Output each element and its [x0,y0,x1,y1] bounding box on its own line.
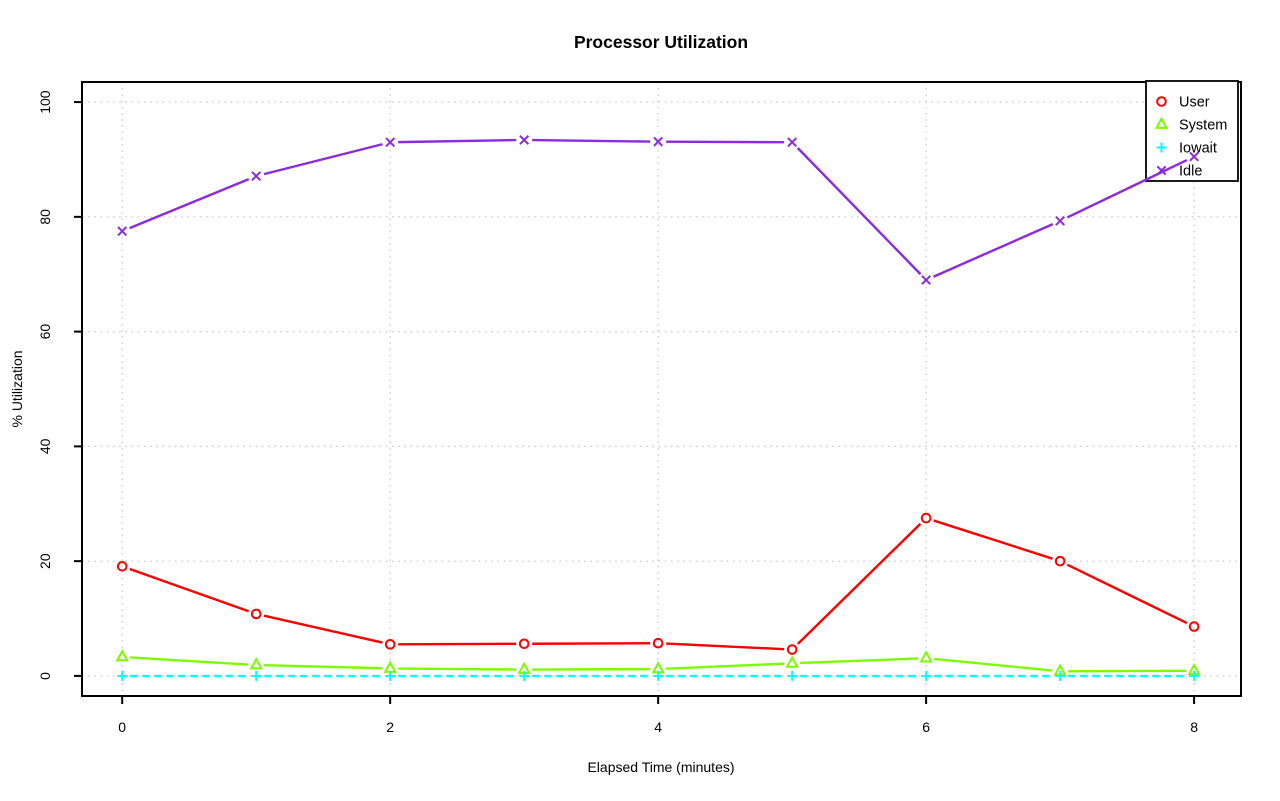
data-point-x [117,226,128,237]
series-segment [398,138,517,144]
data-point-circle [1188,621,1200,632]
legend-label: Idle [1179,164,1202,180]
data-point-circle [920,512,932,524]
series-iowait [117,670,1200,681]
y-tick-label: 0 [37,672,53,680]
series-idle [117,135,1200,285]
legend-label: User [1179,95,1210,111]
data-point-circle [1054,555,1066,567]
series-segment [129,567,250,613]
series-user [116,512,1200,655]
data-point-triangle [1154,116,1169,129]
series-segment [1066,563,1188,625]
grid [82,82,1241,696]
data-point-triangle [115,649,129,662]
data-point-circle [652,637,664,649]
series-segment [532,667,651,671]
series-segment [130,656,249,666]
legend-entry: Idle [1156,164,1202,180]
y-tick-label: 80 [37,209,53,225]
series-segment [796,147,922,276]
data-point-circle [518,638,530,650]
series-segment [800,657,919,665]
data-point-x [519,135,530,145]
series-segment [264,664,383,670]
x-tick-label: 8 [1190,719,1198,735]
data-point-triangle [919,650,933,663]
data-point-x [787,137,798,148]
series-segment [932,222,1054,278]
data-point-circle [384,639,396,650]
data-point-x [1055,215,1066,226]
chart-title: Processor Utilization [574,32,748,52]
series-segment [1066,158,1188,219]
series-segment [666,642,785,651]
legend-entry: User [1156,95,1210,111]
series-segment [398,642,517,646]
series-segment [797,522,922,645]
series-segment [398,667,517,671]
plot-box [81,81,1242,697]
legend-label: Iowait [1179,141,1217,157]
data-point-circle [116,561,128,572]
series-segment [129,178,250,230]
y-tick-label: 100 [37,90,53,114]
data-point-x [1189,151,1200,162]
series-segment [1068,669,1187,673]
data-point-x [385,137,396,148]
x-tick-label: 6 [922,719,930,735]
x-tick-label: 0 [118,719,126,735]
data-point-circle [786,644,798,655]
data-point-circle [250,608,262,620]
legend-entry: Iowait [1156,141,1217,157]
x-tick-label: 2 [386,719,394,735]
series-segment [532,642,651,645]
series-segment [933,519,1053,560]
data-point-triangle [249,657,263,670]
series-segment [263,143,383,176]
y-tick-label: 40 [37,438,53,454]
y-tick-label: 20 [37,553,53,569]
data-point-triangle [785,655,799,668]
legend-label: System [1179,118,1227,134]
data-point-x [921,275,932,285]
y-axis-label: % Utilization [9,350,25,427]
legend-entry: System [1154,116,1227,134]
data-point-x [251,171,262,182]
series-segment [933,657,1053,672]
series-segment [666,662,785,670]
x-tick-label: 4 [654,719,662,735]
legend: User System Iowait Idle [1145,80,1239,182]
data-point-triangle [383,660,397,673]
series-segment [532,138,651,143]
series-segment [263,614,383,644]
data-point-circle [1156,96,1167,107]
series-segment [666,140,785,144]
x-axis-label: Elapsed Time (minutes) [587,759,734,775]
y-tick-label: 60 [37,324,53,340]
data-point-x [653,136,664,147]
series-system [115,649,1201,676]
